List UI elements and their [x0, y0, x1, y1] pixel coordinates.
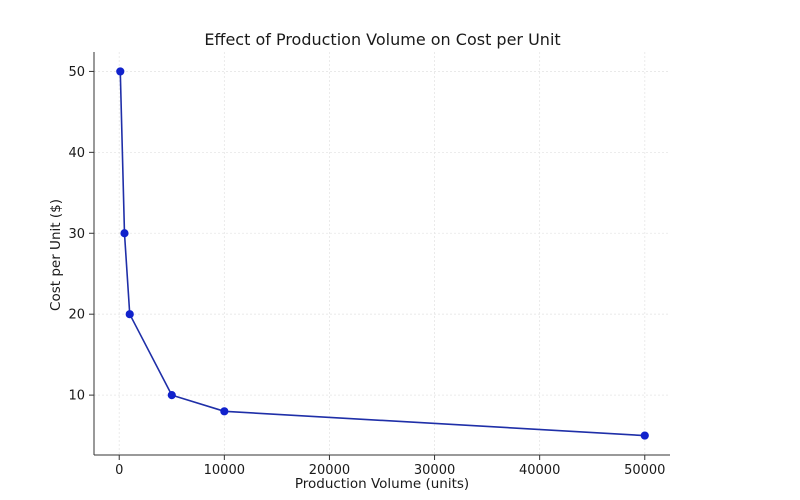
- x-axis-ticks: 0 10000 20000 30000 40000 50000: [115, 455, 665, 478]
- grid-lines: [94, 52, 670, 455]
- x-tick-label: 40000: [519, 463, 560, 478]
- x-tick-label: 10000: [204, 463, 245, 478]
- data-point: [167, 391, 176, 400]
- x-tick-label: 30000: [414, 463, 455, 478]
- y-tick-label: 20: [68, 308, 85, 323]
- y-tick-label: 40: [68, 146, 85, 161]
- y-tick-label: 50: [68, 65, 85, 80]
- data-point: [220, 407, 229, 416]
- axes: [93, 52, 670, 456]
- x-tick-label: 50000: [624, 463, 665, 478]
- x-tick-label: 20000: [309, 463, 350, 478]
- y-axis-ticks: 10 20 30 40 50: [68, 65, 94, 404]
- y-axis-label: Cost per Unit ($): [48, 199, 64, 311]
- data-point: [116, 67, 125, 76]
- y-tick-label: 10: [68, 389, 85, 404]
- y-tick-label: 30: [68, 227, 85, 242]
- data-point: [120, 229, 129, 238]
- data-point: [640, 431, 649, 440]
- series-line: [119, 71, 645, 437]
- x-tick-label: 0: [115, 463, 123, 478]
- chart-title: Effect of Production Volume on Cost per …: [204, 30, 561, 49]
- x-axis-label: Production Volume (units): [294, 476, 470, 492]
- series: [116, 67, 649, 440]
- data-point: [125, 310, 134, 319]
